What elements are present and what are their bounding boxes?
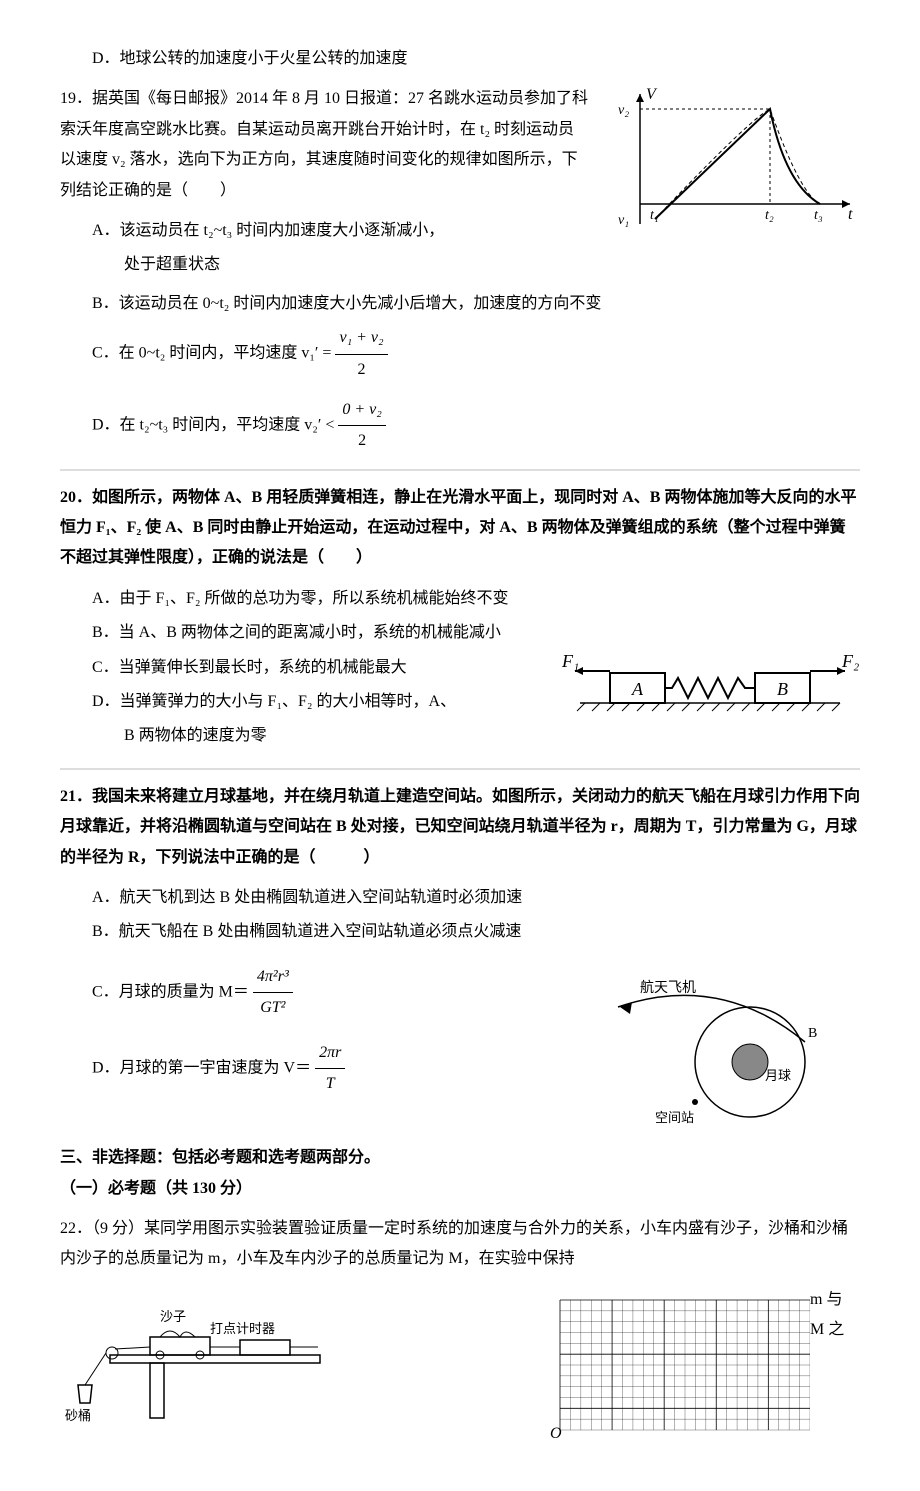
q20-diagram: A B F₁ F₂ bbox=[560, 653, 860, 734]
q21-option-b: B．航天飞船在 B 处由椭圆轨道进入空间站轨道必须点火减速 bbox=[60, 917, 860, 947]
svg-text:F₁: F₁ bbox=[561, 653, 579, 671]
svg-text:t₂: t₂ bbox=[765, 208, 774, 223]
svg-text:V: V bbox=[646, 86, 658, 103]
q19-option-b: B．该运动员在 0~t₂ 时间内加速度大小先减小后增大，加速度的方向不变 bbox=[60, 289, 860, 319]
q19-block: V t v₂ v₁ t₁ t₂ t₃ 19．据英国《每日邮报》2014 年 8 … bbox=[60, 84, 860, 456]
q19-optc-frac: v₁ + v₂ 2 bbox=[335, 323, 387, 385]
svg-text:A: A bbox=[631, 679, 644, 699]
q19-chart: V t v₂ v₁ t₁ t₂ t₃ bbox=[600, 84, 860, 255]
svg-text:打点计时器: 打点计时器 bbox=[210, 1321, 275, 1336]
section-heading-2: （一）必考题（共 130 分） bbox=[60, 1174, 860, 1204]
q22-stem: 22．（9 分）某同学用图示实验装置验证质量一定时系统的加速度与合外力的关系，小… bbox=[60, 1214, 860, 1275]
q21-optc-frac: 4π²r³ GT² bbox=[253, 962, 293, 1024]
svg-text:O: O bbox=[550, 1425, 562, 1440]
q19-optd-den: 2 bbox=[338, 426, 385, 456]
q22-block: 22．（9 分）某同学用图示实验装置验证质量一定时系统的加速度与合外力的关系，小… bbox=[60, 1214, 860, 1451]
svg-text:v₂: v₂ bbox=[618, 103, 629, 118]
svg-text:t₁: t₁ bbox=[650, 208, 659, 223]
q19-option-c: C．在 0~t₂ 时间内，平均速度 v₁′ = v₁ + v₂ 2 bbox=[60, 323, 860, 385]
svg-text:空间站: 空间站 bbox=[655, 1110, 694, 1125]
q20-stem: 20．如图所示，两物体 A、B 用轻质弹簧相连，静止在光滑水平面上，现同时对 A… bbox=[60, 483, 860, 574]
q22-apparatus: 沙子 打点计时器 砂桶 bbox=[60, 1305, 340, 1436]
q18-option-d: D．地球公转的加速度小于火星公转的加速度 bbox=[60, 44, 860, 74]
q20-option-a: A．由于 F₁、F₂ 所做的总功为零，所以系统机械能始终不变 bbox=[60, 584, 860, 614]
svg-text:B: B bbox=[808, 1026, 817, 1041]
svg-text:v₁: v₁ bbox=[618, 213, 629, 228]
q21-stem: 21．我国未来将建立月球基地，并在绕月轨道上建造空间站。如图所示，关闭动力的航天… bbox=[60, 782, 860, 873]
svg-text:航天飞机: 航天飞机 bbox=[640, 980, 696, 996]
svg-text:B: B bbox=[777, 679, 788, 699]
q21-optc-pre: C．月球的质量为 M＝ bbox=[92, 983, 249, 1000]
q21-optd-num: 2πr bbox=[315, 1038, 345, 1069]
q21-diagram: B 航天飞机 月球 空间站 bbox=[580, 952, 860, 1143]
q21-optd-den: T bbox=[315, 1069, 345, 1099]
q21-optc-num: 4π²r³ bbox=[253, 962, 293, 993]
q21-optd-pre: D．月球的第一宇宙速度为 V＝ bbox=[92, 1059, 311, 1076]
q21-optc-den: GT² bbox=[253, 993, 293, 1023]
q19-optd-frac: 0 + v₂ 2 bbox=[338, 395, 385, 457]
q20-block: 20．如图所示，两物体 A、B 用轻质弹簧相连，静止在光滑水平面上，现同时对 A… bbox=[60, 483, 860, 756]
q19-option-d: D．在 t₂~t₃ 时间内，平均速度 v₂′ < 0 + v₂ 2 bbox=[60, 395, 860, 457]
q22-tail-text: m 与 M 之 bbox=[810, 1285, 860, 1346]
svg-text:t₃: t₃ bbox=[814, 208, 823, 223]
q19-optc-pre: C．在 0~t₂ 时间内，平均速度 v₁′ = bbox=[92, 345, 335, 362]
q22-tail-2: M 之 bbox=[810, 1315, 860, 1345]
q20-option-b: B．当 A、B 两物体之间的距离减小时，系统的机械能减小 bbox=[60, 618, 860, 648]
svg-text:t: t bbox=[848, 206, 853, 223]
svg-text:月球: 月球 bbox=[765, 1068, 791, 1083]
q19-optc-den: 2 bbox=[335, 355, 387, 385]
svg-text:沙子: 沙子 bbox=[160, 1309, 186, 1324]
q19-optc-num: v₁ + v₂ bbox=[335, 323, 387, 354]
section-heading-1: 三、非选择题：包括必考题和选考题两部分。 bbox=[60, 1143, 860, 1173]
q21-block: 21．我国未来将建立月球基地，并在绕月轨道上建造空间站。如图所示，关闭动力的航天… bbox=[60, 782, 860, 1143]
q22-tail-1: m 与 bbox=[810, 1285, 860, 1315]
svg-text:砂桶: 砂桶 bbox=[65, 1408, 91, 1423]
q22-grid: O bbox=[550, 1295, 810, 1451]
q21-option-a: A．航天飞机到达 B 处由椭圆轨道进入空间站轨道时必须加速 bbox=[60, 883, 860, 913]
q19-optd-num: 0 + v₂ bbox=[338, 395, 385, 426]
q21-optd-frac: 2πr T bbox=[315, 1038, 345, 1100]
svg-text:F₂: F₂ bbox=[841, 653, 859, 671]
q19-optd-pre: D．在 t₂~t₃ 时间内，平均速度 v₂′ < bbox=[92, 416, 338, 433]
